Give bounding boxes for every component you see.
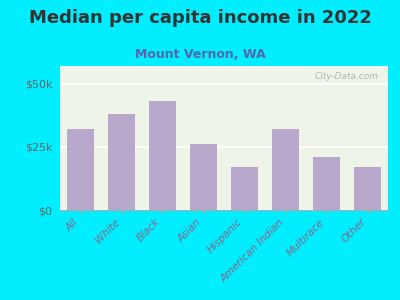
Bar: [313, 157, 340, 210]
Text: City-Data.com: City-Data.com: [314, 72, 378, 81]
Bar: [67, 129, 94, 210]
Bar: [231, 167, 258, 210]
Bar: [108, 114, 135, 210]
Bar: [149, 101, 176, 210]
Bar: [354, 167, 381, 210]
Bar: [190, 144, 217, 210]
Text: Mount Vernon, WA: Mount Vernon, WA: [135, 48, 265, 61]
Text: Median per capita income in 2022: Median per capita income in 2022: [28, 9, 372, 27]
Bar: [272, 129, 299, 210]
